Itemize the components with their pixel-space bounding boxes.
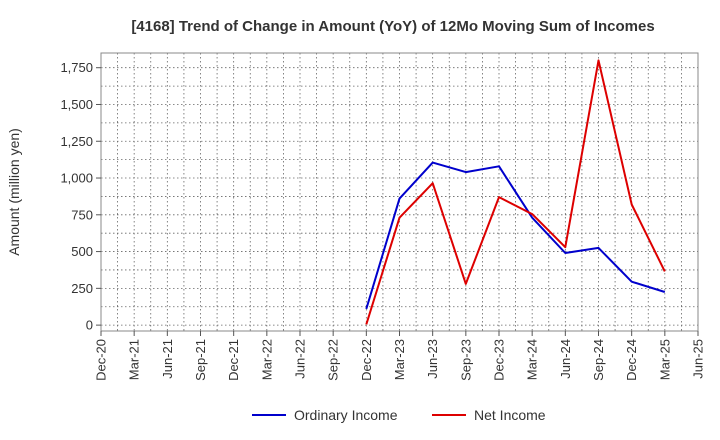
x-tick-label: Jun-22 [293, 339, 308, 379]
x-tick-label: Sep-21 [193, 339, 208, 381]
series-line-ordinary-income [365, 161, 666, 310]
y-tick-label: 1,500 [60, 97, 93, 112]
x-tick-label: Mar-24 [525, 339, 540, 380]
x-tick-label: Dec-24 [624, 339, 639, 381]
series-layer [365, 59, 666, 325]
x-tick-label: Sep-23 [458, 339, 473, 381]
grid [100, 53, 699, 331]
legend: Ordinary Income Net Income [252, 407, 546, 423]
x-tick-label: Sep-24 [591, 339, 606, 381]
x-tick-label: Dec-23 [492, 339, 507, 381]
y-tick-label: 1,000 [60, 171, 93, 186]
chart-title: [4168] Trend of Change in Amount (YoY) o… [131, 18, 654, 35]
x-axis-ticks: Dec-20 Mar-21 Jun-21 Sep-21 Dec-21 Mar-22 Jun-… [94, 331, 706, 381]
y-axis-ticks: 0 250 500 750 1,000 1,250 1,500 1,750 [60, 60, 101, 333]
x-tick-label: Jun-24 [558, 339, 573, 379]
x-tick-label: Jun-23 [425, 339, 440, 379]
x-tick-label: Mar-22 [259, 339, 274, 380]
x-tick-label: Jun-25 [691, 339, 706, 379]
series-line-net-income [365, 59, 666, 325]
legend-label: Ordinary Income [294, 407, 398, 423]
y-tick-label: 750 [71, 207, 93, 222]
y-tick-label: 1,750 [60, 60, 93, 75]
x-tick-label: Jun-21 [160, 339, 175, 379]
y-tick-label: 0 [86, 318, 93, 333]
x-tick-label: Dec-22 [359, 339, 374, 381]
x-tick-label: Dec-21 [226, 339, 241, 381]
y-tick-label: 1,250 [60, 134, 93, 149]
x-tick-label: Mar-23 [392, 339, 407, 380]
x-tick-label: Dec-20 [94, 339, 109, 381]
legend-label: Net Income [474, 407, 546, 423]
y-tick-label: 250 [71, 281, 93, 296]
x-tick-label: Mar-21 [127, 339, 142, 380]
y-tick-label: 500 [71, 244, 93, 259]
x-tick-label: Mar-25 [657, 339, 672, 380]
x-tick-label: Sep-22 [326, 339, 341, 381]
y-axis-label: Amount (million yen) [6, 128, 22, 256]
